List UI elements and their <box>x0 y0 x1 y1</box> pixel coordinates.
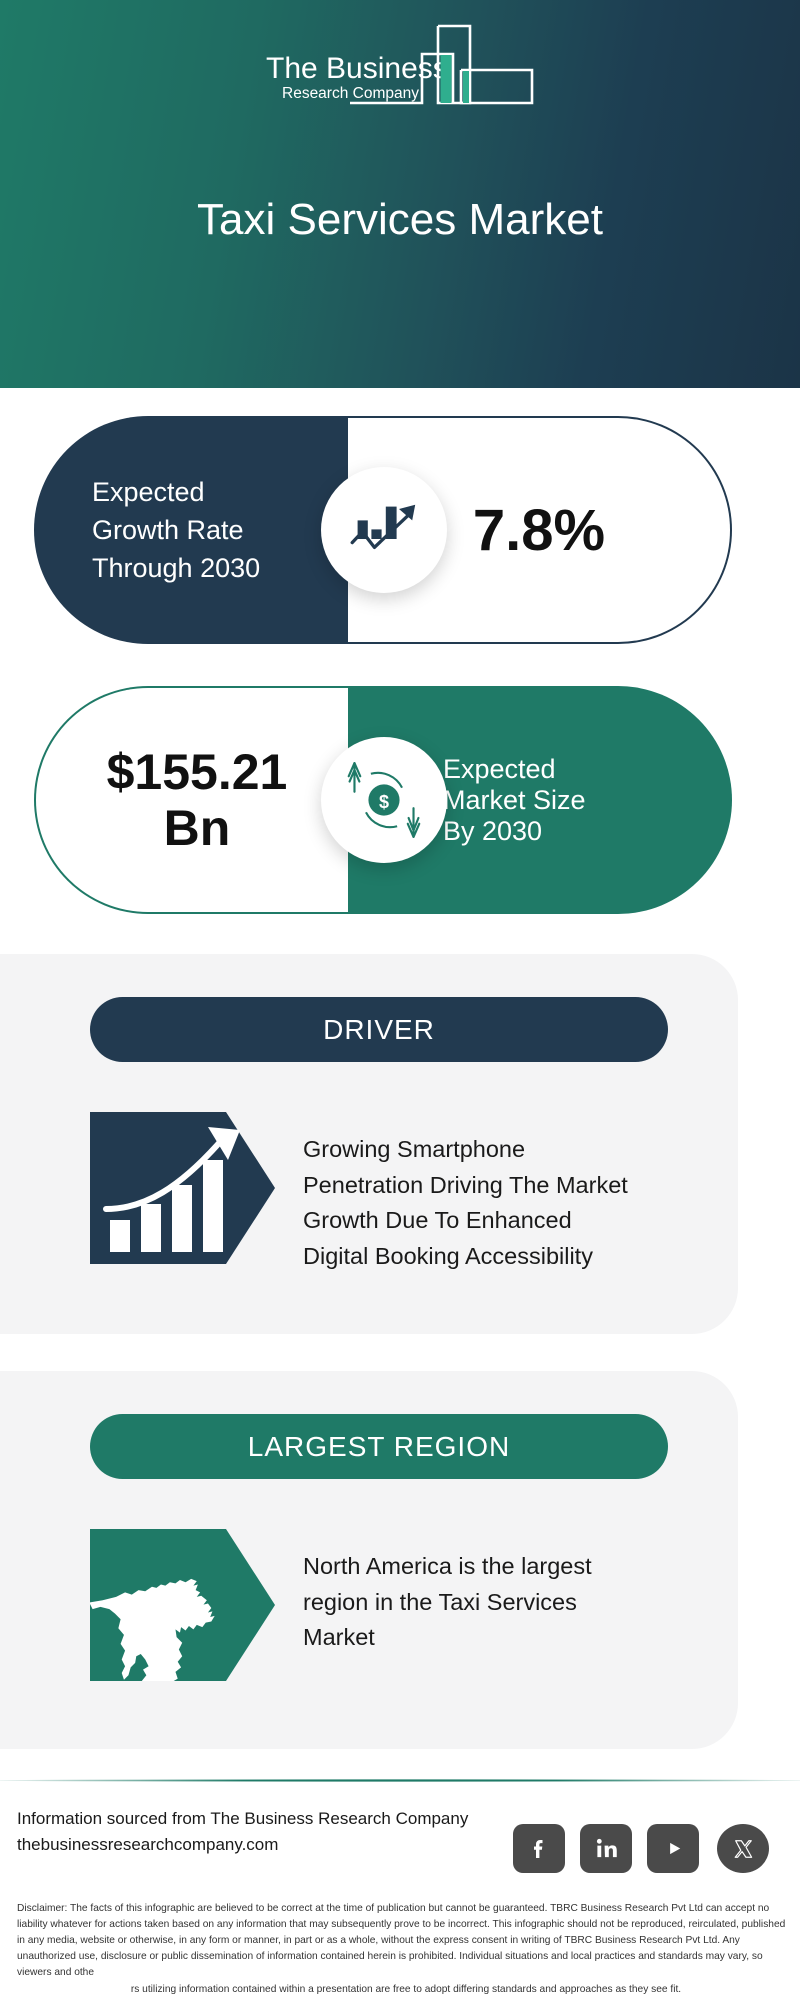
svg-text:Research Company: Research Company <box>282 85 419 102</box>
svg-text:The Business: The Business <box>266 52 448 85</box>
svg-text:$: $ <box>379 792 389 812</box>
